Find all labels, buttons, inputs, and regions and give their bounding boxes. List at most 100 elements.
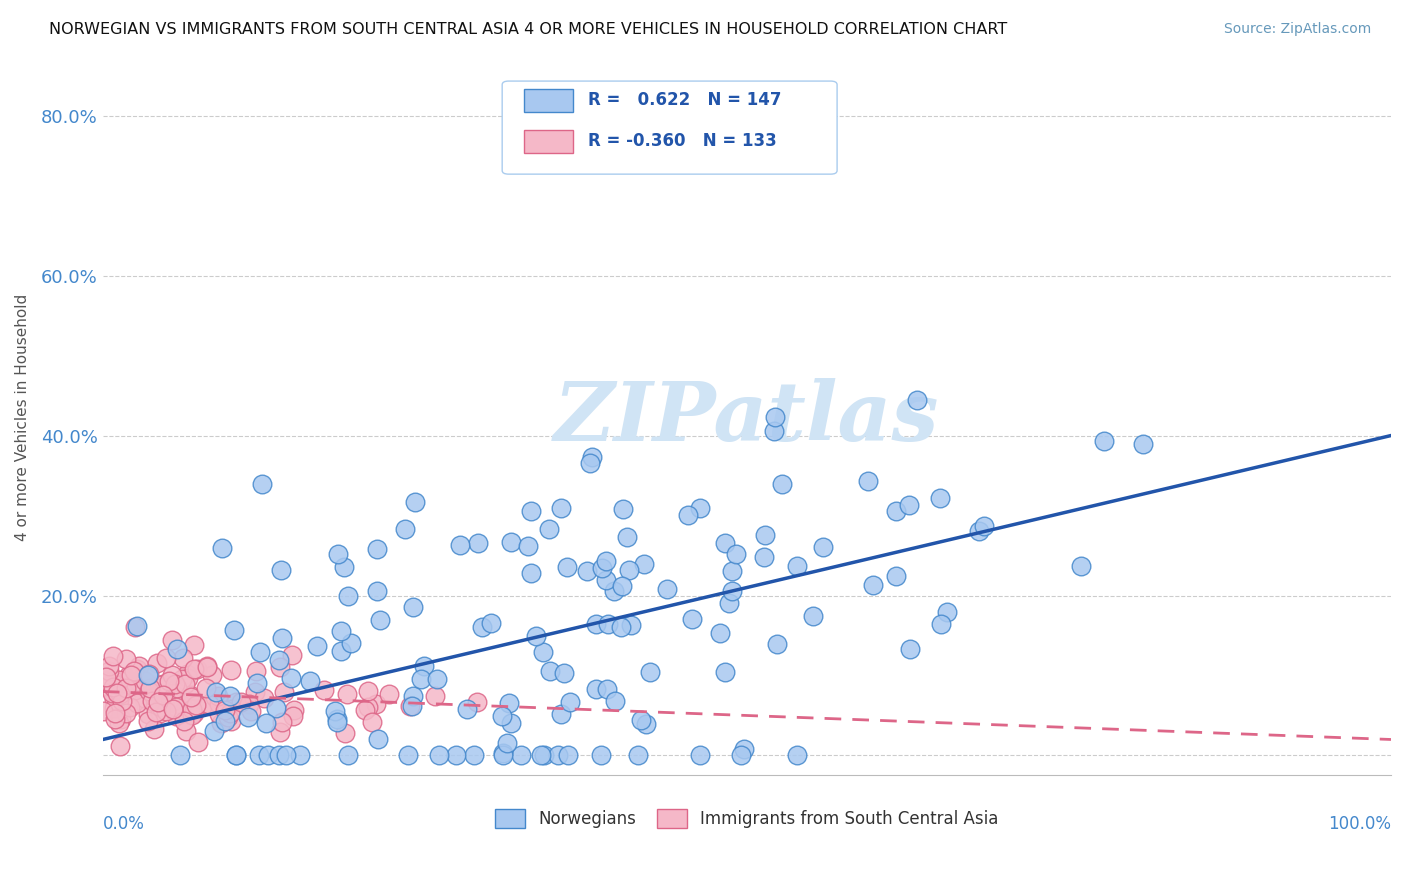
Point xyxy=(368,613,391,627)
Point xyxy=(180,690,202,704)
Point xyxy=(101,686,124,700)
Point xyxy=(240,704,263,718)
Point xyxy=(107,678,129,692)
Point xyxy=(465,695,488,709)
Point xyxy=(211,541,233,556)
Point xyxy=(929,491,952,505)
Point xyxy=(136,667,159,681)
Point xyxy=(585,617,607,632)
Point xyxy=(898,642,921,657)
Point xyxy=(198,697,221,711)
Point xyxy=(657,582,679,596)
Point xyxy=(336,589,359,603)
Point xyxy=(283,702,305,716)
Point xyxy=(616,530,638,544)
Point xyxy=(337,748,360,763)
Point xyxy=(530,748,553,763)
Point xyxy=(157,696,180,710)
Point xyxy=(326,547,349,561)
Point xyxy=(225,695,247,709)
Point xyxy=(170,698,193,712)
Point xyxy=(166,681,188,696)
Point xyxy=(205,685,228,699)
Point xyxy=(236,710,259,724)
Point xyxy=(394,522,416,536)
FancyBboxPatch shape xyxy=(524,89,574,112)
Point xyxy=(610,620,633,634)
Point xyxy=(103,692,125,706)
Point xyxy=(142,723,165,737)
Point xyxy=(187,735,209,749)
Point xyxy=(181,707,204,722)
Point xyxy=(141,694,163,708)
Point xyxy=(145,657,167,671)
Point xyxy=(174,724,197,739)
Point xyxy=(111,694,134,708)
Point xyxy=(357,699,380,714)
Point xyxy=(786,558,808,573)
Point xyxy=(713,535,735,549)
Point xyxy=(366,542,388,557)
Point xyxy=(575,564,598,578)
Point xyxy=(96,670,118,684)
Point xyxy=(152,676,174,690)
Legend: Norwegians, Immigrants from South Central Asia: Norwegians, Immigrants from South Centra… xyxy=(489,803,1005,835)
FancyBboxPatch shape xyxy=(524,129,574,153)
Point xyxy=(117,700,139,714)
Point xyxy=(184,698,207,712)
Point xyxy=(125,619,148,633)
Point xyxy=(330,644,353,658)
Point xyxy=(195,681,218,696)
Point xyxy=(533,748,555,763)
Point xyxy=(426,672,449,686)
Point xyxy=(336,687,359,701)
Point xyxy=(132,691,155,706)
Point xyxy=(209,715,232,730)
Text: 100.0%: 100.0% xyxy=(1329,815,1391,833)
Point xyxy=(138,667,160,681)
Point xyxy=(155,651,177,665)
Point xyxy=(139,681,162,695)
Point xyxy=(165,693,187,707)
Point xyxy=(676,508,699,522)
Point xyxy=(884,569,907,583)
Point xyxy=(557,748,579,763)
Point xyxy=(681,612,703,626)
Point xyxy=(145,705,167,719)
Point xyxy=(550,500,572,515)
Point xyxy=(547,748,569,763)
Point xyxy=(378,687,401,701)
Point xyxy=(125,662,148,676)
Point xyxy=(103,701,125,715)
Point xyxy=(97,659,120,673)
Point xyxy=(204,690,226,705)
Text: R = -0.360   N = 133: R = -0.360 N = 133 xyxy=(589,132,778,150)
Point xyxy=(973,519,995,533)
Point xyxy=(177,671,200,685)
Point xyxy=(170,672,193,686)
Point xyxy=(271,631,294,645)
Point xyxy=(603,584,626,599)
Point xyxy=(152,688,174,702)
Point xyxy=(862,578,884,592)
Point xyxy=(201,667,224,681)
Point xyxy=(166,642,188,657)
Point xyxy=(117,667,139,681)
Point xyxy=(323,704,346,718)
Point xyxy=(252,477,274,491)
Point xyxy=(689,501,711,516)
Point xyxy=(195,658,218,673)
Point xyxy=(221,702,243,716)
Point xyxy=(94,668,117,682)
Point xyxy=(579,456,602,470)
Point xyxy=(396,748,419,763)
Point xyxy=(356,684,378,698)
Point xyxy=(222,624,245,638)
Point xyxy=(253,690,276,705)
Point xyxy=(165,677,187,691)
Point xyxy=(214,703,236,717)
Point xyxy=(138,684,160,698)
Point xyxy=(326,714,349,729)
Point xyxy=(553,665,575,680)
Point xyxy=(591,561,613,575)
